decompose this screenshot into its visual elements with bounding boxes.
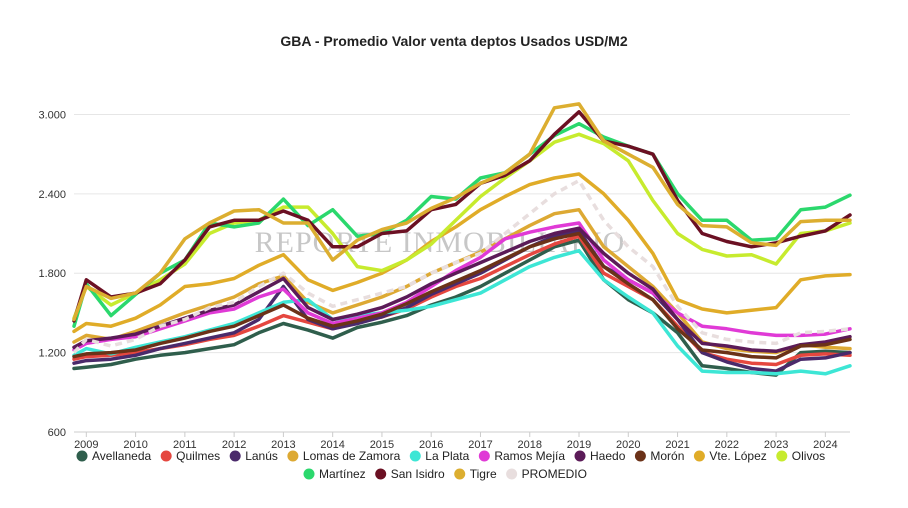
series-line-lanus[interactable]: [72, 229, 852, 373]
legend-marker: [454, 468, 466, 480]
legend-marker: [478, 450, 490, 462]
x-tick-label: 2013: [271, 439, 295, 451]
legend-marker: [693, 450, 705, 462]
legend-label: Quilmes: [176, 449, 220, 463]
legend: Avellaneda Quilmes Lanús Lomas de Zamora La …: [76, 449, 825, 481]
x-tick-label: 2021: [665, 439, 689, 451]
legend-item-moron[interactable]: Morón: [634, 449, 685, 463]
series-line-moron[interactable]: [72, 231, 852, 360]
legend-label: Lanús: [245, 449, 278, 463]
legend-item-promedio[interactable]: PROMEDIO: [506, 467, 587, 481]
series-line-haedo[interactable]: [72, 226, 852, 354]
y-tick-label: 1.200: [38, 348, 66, 360]
series-line-olivos[interactable]: [72, 132, 852, 320]
x-tick-label: 2015: [370, 439, 394, 451]
series-line-ramos-mejia[interactable]: [72, 221, 852, 352]
legend-label: Lomas de Zamora: [303, 449, 401, 463]
series-line-tigre[interactable]: [72, 102, 852, 322]
legend-marker: [574, 450, 586, 462]
legend-item-avellaneda[interactable]: Avellaneda: [76, 449, 152, 463]
grid-lines: [74, 113, 850, 433]
legend-label: Haedo: [590, 449, 626, 463]
series-line-promedio[interactable]: [72, 178, 851, 354]
x-tick-label: 2017: [468, 439, 492, 451]
x-tick-label: 2010: [123, 439, 147, 451]
x-tick-label: 2016: [419, 439, 443, 451]
legend-marker: [76, 450, 88, 462]
y-tick-label: 600: [48, 427, 66, 439]
x-tick-label: 2018: [518, 439, 542, 451]
x-tick-label: 2014: [320, 439, 344, 451]
x-tick-label: 2023: [764, 439, 788, 451]
legend-label: Avellaneda: [92, 449, 151, 463]
legend-label: San Isidro: [391, 467, 445, 481]
x-tick-label: 2009: [74, 439, 98, 451]
series-line-avellaneda[interactable]: [72, 238, 852, 377]
legend-item-lanus[interactable]: Lanús: [229, 449, 278, 463]
legend-item-martinez[interactable]: Martínez: [303, 467, 366, 481]
legend-label: Olivos: [792, 449, 825, 463]
legend-label: La Plata: [425, 449, 469, 463]
legend-marker: [634, 450, 646, 462]
legend-marker: [375, 468, 387, 480]
legend-item-ramos-mejia[interactable]: Ramos Mejía: [478, 449, 566, 463]
legend-marker: [506, 468, 518, 480]
x-tick-label: 2012: [222, 439, 246, 451]
legend-marker: [160, 450, 172, 462]
legend-item-la-plata[interactable]: La Plata: [409, 449, 470, 463]
legend-item-san-isidro[interactable]: San Isidro: [375, 467, 445, 481]
y-tick-label: 3.000: [38, 109, 66, 121]
legend-label: Morón: [650, 449, 684, 463]
legend-marker: [303, 468, 315, 480]
y-axis: 600 1.200 1.800 2.400 3.000: [38, 109, 66, 439]
x-tick-label: 2020: [616, 439, 640, 451]
legend-marker: [287, 450, 299, 462]
x-tick-label: 2019: [567, 439, 591, 451]
legend-label: Vte. López: [709, 449, 766, 463]
y-tick-label: 1.800: [38, 268, 66, 280]
legend-item-vte-lopez[interactable]: Vte. López: [693, 449, 767, 463]
series-line-san-isidro[interactable]: [72, 110, 852, 323]
legend-item-lomas-de-zamora[interactable]: Lomas de Zamora: [287, 449, 401, 463]
legend-marker: [409, 450, 421, 462]
legend-item-olivos[interactable]: Olivos: [776, 449, 825, 463]
chart-title: GBA - Promedio Valor venta deptos Usados…: [280, 33, 627, 49]
legend-item-quilmes[interactable]: Quilmes: [160, 449, 221, 463]
x-axis: 2009 2010 2011 2012 2013 2014 2015 2016 2017 2018…: [74, 431, 850, 451]
series-line-vte-lopez[interactable]: [72, 172, 852, 334]
legend-marker: [776, 450, 788, 462]
legend-marker: [229, 450, 241, 462]
x-tick-label: 2022: [715, 439, 739, 451]
x-tick-label: 2024: [813, 439, 837, 451]
x-tick-label: 2011: [173, 439, 197, 451]
legend-label: Martínez: [319, 467, 366, 481]
legend-label: PROMEDIO: [522, 467, 587, 481]
series-lines: [72, 102, 852, 377]
y-tick-label: 2.400: [38, 189, 66, 201]
legend-item-tigre[interactable]: Tigre: [454, 467, 497, 481]
legend-item-haedo[interactable]: Haedo: [574, 449, 626, 463]
legend-label: Tigre: [470, 467, 497, 481]
legend-label: Ramos Mejía: [494, 449, 565, 463]
